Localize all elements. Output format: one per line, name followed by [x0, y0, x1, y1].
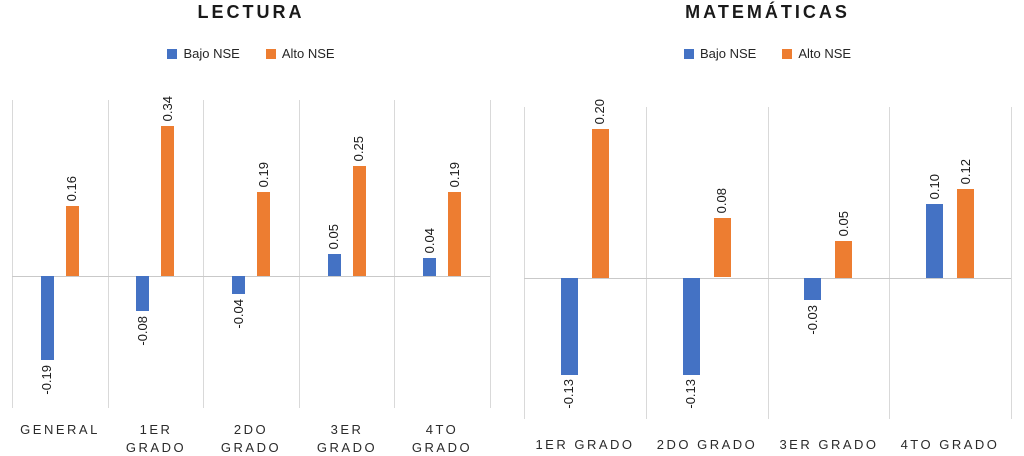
gridline [299, 100, 300, 408]
bar-alto-nse-3er-grado [353, 166, 366, 276]
category-label-2do-grado: 2DO GRADO [656, 437, 758, 452]
data-label: 0.05 [326, 223, 341, 249]
gridline [490, 100, 491, 408]
bar-alto-nse-1er-grado [592, 129, 609, 278]
zero-axis-line [12, 276, 490, 277]
category-label-4to-grado: 4TO GRADO [411, 422, 473, 455]
data-label: 0.04 [422, 227, 437, 253]
lectura-chart-panel: LECTURA Bajo NSE Alto NSE -0.19 -0.08 -0.0… [12, 0, 491, 456]
legend-swatch-alto-nse-icon [265, 48, 276, 59]
category-label-general: GENERAL [20, 422, 100, 437]
category-label-1er-grado: 1ER GRADO [535, 437, 635, 452]
data-label: -0.19 [39, 365, 54, 395]
data-label: 0.19 [447, 161, 462, 187]
bar-alto-nse-4to-grado [448, 192, 461, 276]
gridline [524, 107, 525, 419]
data-label: 0.34 [160, 95, 175, 121]
legend-item-alto-nse: Alto NSE [265, 46, 335, 61]
gridline [768, 107, 769, 419]
category-label-3er-grado: 3ER GRADO [316, 422, 378, 455]
bar-alto-nse-1er-grado [161, 126, 174, 276]
legend-label-alto-nse: Alto NSE [798, 46, 852, 61]
bar-alto-nse-2do-grado [714, 218, 731, 277]
chart-title-matematicas: MATEMÁTICAS [685, 2, 850, 22]
zero-axis-line [524, 278, 1011, 279]
data-label: 0.12 [958, 158, 973, 184]
bar-bajo-nse-3er-grado [328, 254, 341, 276]
bar-bajo-nse-2do-grado [683, 278, 700, 375]
legend-swatch-bajo-nse-icon [167, 48, 178, 59]
bar-alto-nse-3er-grado [835, 241, 852, 278]
legend-item-alto-nse: Alto NSE [782, 46, 851, 61]
data-label: -0.04 [231, 299, 246, 329]
bar-bajo-nse-4to-grado [423, 258, 436, 276]
gridline [1011, 107, 1012, 419]
legend-label-bajo-nse: Bajo NSE [183, 46, 240, 61]
plot-area-matematicas: -0.13 -0.13 -0.03 0.10 0.20 0.08 0.05 0.12 1ER G… [524, 99, 1012, 452]
bar-bajo-nse-2do-grado [232, 276, 245, 294]
gridline [646, 107, 647, 419]
data-label: -0.13 [683, 379, 698, 409]
legend-item-bajo-nse: Bajo NSE [683, 46, 757, 61]
bar-bajo-nse-3er-grado [804, 278, 821, 300]
bar-alto-nse-2do-grado [257, 192, 270, 276]
chart-title-lectura: LECTURA [197, 2, 305, 22]
data-label: 0.08 [714, 187, 729, 213]
gridline [203, 100, 204, 408]
data-label: -0.13 [561, 379, 576, 409]
gridline [394, 100, 395, 408]
legend-label-alto-nse: Alto NSE [281, 46, 335, 61]
matematicas-chart-panel: MATEMÁTICAS Bajo NSE Alto NSE -0.13 -0.13… [524, 0, 1012, 456]
category-label-2do-grado: 2DO GRADO [220, 422, 282, 455]
bar-alto-nse-4to-grado [957, 189, 974, 278]
data-label: -0.08 [135, 316, 150, 346]
data-label: 0.19 [256, 161, 271, 187]
data-label: 0.16 [64, 175, 79, 201]
gridline [889, 107, 890, 419]
bar-bajo-nse-1er-grado [561, 278, 578, 375]
gridline [12, 100, 13, 408]
data-label: 0.10 [927, 173, 942, 199]
category-label-4to-grado: 4TO GRADO [900, 437, 1000, 452]
legend-item-bajo-nse: Bajo NSE [167, 46, 240, 61]
data-label: 0.25 [351, 135, 366, 161]
gridline [108, 100, 109, 408]
bar-bajo-nse-4to-grado [926, 204, 943, 278]
bar-alto-nse-general [66, 206, 79, 276]
plot-area-lectura: -0.19 -0.08 -0.04 0.05 0.04 0.16 0.34 0.19 0.25 0… [12, 96, 491, 455]
data-label: 0.05 [836, 210, 851, 236]
data-label: 0.20 [592, 98, 607, 124]
legend-label-bajo-nse: Bajo NSE [699, 46, 757, 61]
legend-swatch-bajo-nse-icon [683, 48, 694, 59]
bar-bajo-nse-1er-grado [136, 276, 149, 311]
legend: Bajo NSE Alto NSE [524, 46, 1011, 61]
legend-swatch-alto-nse-icon [782, 48, 793, 59]
data-label: -0.03 [805, 305, 820, 335]
category-label-1er-grado: 1ER GRADO [125, 422, 187, 455]
bar-bajo-nse-general [41, 276, 54, 360]
category-label-3er-grado: 3ER GRADO [779, 437, 879, 452]
legend: Bajo NSE Alto NSE [12, 46, 490, 61]
